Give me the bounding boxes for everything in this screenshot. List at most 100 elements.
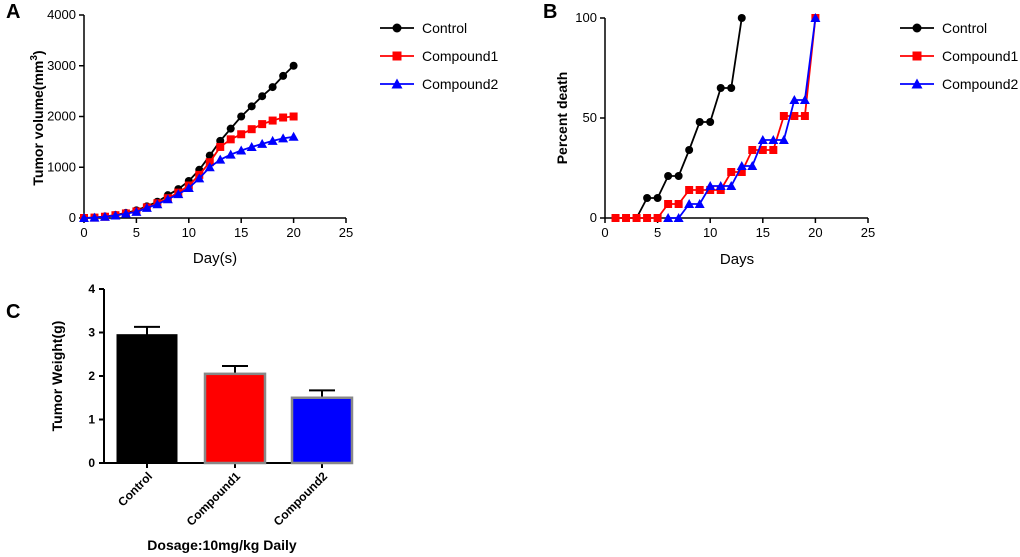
panel-a-x-tick-label: 15: [234, 225, 248, 240]
panel-a-x-tick-label: 5: [133, 225, 140, 240]
panel-a-series-0-point: [216, 136, 225, 145]
panel-a-series-2-point: [236, 145, 247, 155]
panel-b-series-1-point: [632, 214, 641, 222]
panel-c-bar-2: [290, 396, 354, 465]
panel-a-series-2-point: [278, 133, 289, 143]
panel-c-y-tick-label: 3: [88, 326, 95, 340]
panel-b-series-2-point: [778, 135, 789, 144]
panel-b-series: [611, 13, 821, 222]
panel-c-y-tick-label: 2: [88, 369, 95, 383]
panel-b-legend-marker-0: [912, 23, 922, 33]
panel-b-series-2-point: [799, 95, 810, 104]
panel-a-series-2-point: [131, 206, 142, 216]
panel-c-x-tick-label: Compound1: [184, 469, 244, 529]
panel-a-y-tick-label: 2000: [47, 109, 76, 124]
panel-b-y-tick-label: 50: [583, 110, 597, 125]
panel-b: B 0 5 10 15 20 25 0 50 100 Days Percent death Co…: [543, 1, 1018, 268]
panel-b-series-0-point: [727, 84, 736, 92]
panel-b-series-1-point: [622, 214, 631, 222]
panel-a-series-2-point: [194, 173, 205, 183]
panel-a-series-0-point: [258, 92, 267, 101]
panel-b-series-0-point: [706, 118, 715, 126]
panel-b-legend-label-2: Compound2: [942, 76, 1018, 92]
panel-a-series-2-point: [267, 135, 278, 145]
panel-c-x-tick-label: Control: [115, 469, 155, 509]
panel-b-legend: Control Compound1 Compound2: [900, 20, 1018, 92]
panel-a-series-2-point: [183, 183, 194, 193]
panel-a-series-1-point: [247, 125, 256, 134]
panel-a-legend-marker-0: [392, 23, 402, 33]
panel-b-xlabel: Days: [720, 251, 754, 268]
panel-a-series-2-point: [89, 212, 100, 222]
panel-c-bar-0: [116, 334, 178, 464]
panel-b-series-1-point: [748, 146, 757, 154]
panel-a-series-2-point: [288, 131, 299, 141]
panel-b-axes: 0 5 10 15 20 25 0 50 100: [575, 10, 875, 240]
panel-a-legend: Control Compound1 Compound2: [380, 20, 498, 92]
panel-c-ylabel: Tumor Weight(g): [49, 321, 65, 432]
panel-b-series-0-point: [674, 172, 683, 180]
panel-b-series-2-point: [694, 199, 705, 208]
panel-b-series-0-point: [643, 194, 652, 202]
panel-a-series-2-point: [79, 213, 89, 222]
panel-a-xlabel: Day(s): [193, 250, 237, 267]
panel-a-series-1-point: [279, 113, 288, 122]
panel-b-y-tick-label: 0: [590, 210, 597, 225]
panel-a-series-1-point: [237, 130, 246, 139]
panel-b-series-2-point: [736, 161, 747, 170]
panel-b-series-2-point: [684, 199, 695, 208]
panel-b-series-1-point: [685, 186, 694, 194]
panel-c-y-tick-label: 0: [88, 456, 95, 470]
panel-b-series-1-point: [769, 146, 778, 154]
panel-a-letter: A: [6, 1, 20, 23]
panel-b-series-1-point: [790, 112, 799, 120]
panel-a-series-2-point: [246, 141, 257, 151]
panel-a-legend-label-2: Compound2: [422, 76, 498, 92]
panel-c-xlabel: Dosage:10mg/kg Daily: [147, 537, 297, 553]
panel-b-series-1-point: [800, 112, 809, 120]
panel-a-series-1-point: [268, 116, 277, 125]
panel-b-series-1-point: [695, 186, 704, 194]
panel-c: C 0 1 2 3 4 Control Compound1 Compound2 Tumor W…: [6, 282, 354, 553]
panel-a-series-1-point: [289, 112, 298, 121]
panel-a-y-tick-label: 1000: [47, 159, 76, 174]
panel-a-y-tick-label: 0: [69, 210, 76, 225]
panel-b-series-2-point: [715, 181, 726, 190]
panel-b-series-0-point: [716, 84, 725, 92]
panel-b-x-tick-label: 15: [756, 225, 770, 240]
panel-b-series-2-point: [673, 213, 684, 222]
panel-b-series-1-point: [643, 214, 652, 222]
panel-a-axes: 0 5 10 15 20 25 0 1000 2000 3000 4000: [47, 7, 353, 240]
panel-b-series-1-point: [664, 200, 673, 208]
panel-a-series-1-point: [216, 142, 225, 151]
panel-a-y-tick-label: 4000: [47, 7, 76, 22]
panel-a-series-2-point: [173, 189, 184, 199]
panel-a-series-0-point: [268, 83, 277, 92]
panel-b-x-tick-label: 25: [861, 225, 875, 240]
panel-b-series-1-point: [737, 168, 746, 176]
panel-b-legend-label-0: Control: [942, 20, 987, 36]
panel-b-series-2-point: [789, 95, 800, 104]
panel-b-series-1-point: [653, 214, 662, 222]
panel-b-series-0-point: [685, 146, 694, 154]
panel-b-series-0-point: [737, 14, 746, 22]
panel-b-series-0-point: [653, 194, 662, 202]
panel-a-series-2-point: [152, 199, 163, 209]
panel-b-x-tick-label: 5: [654, 225, 661, 240]
panel-a-legend-label-1: Compound1: [422, 48, 498, 64]
panel-a-series-1-line: [83, 115, 294, 219]
panel-c-x-tick-label: Compound2: [271, 469, 331, 529]
panel-a-x-tick-label: 0: [80, 225, 87, 240]
panel-b-series-2-point: [768, 135, 779, 144]
panel-b-ylabel: Percent death: [554, 72, 570, 165]
panel-a-series-1-point: [226, 135, 235, 144]
panel-a: A 0 5 10 15 20 25 0 1000 2000 3000 4000 Day(s) Tum…: [6, 1, 498, 267]
panel-a-legend-marker-2: [391, 78, 403, 89]
panel-b-x-tick-label: 0: [601, 225, 608, 240]
panel-a-series-2-point: [215, 154, 226, 164]
panel-c-y-tick-label: 4: [88, 282, 95, 296]
panel-a-series-2-point: [257, 138, 268, 148]
panel-a-series-0-point: [279, 71, 288, 80]
panel-b-series-0-point: [695, 118, 704, 126]
panel-c-y-tick-label: 1: [88, 413, 95, 427]
